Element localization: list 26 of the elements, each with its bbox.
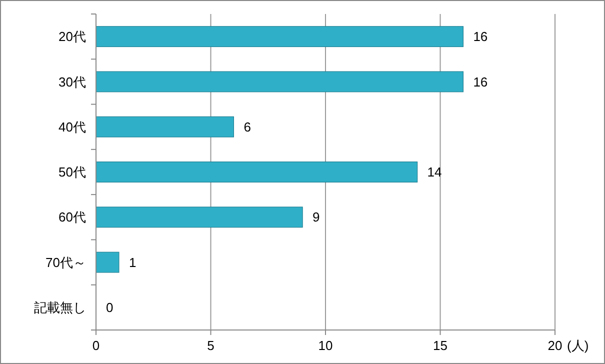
data-label: 14 — [427, 164, 442, 180]
bar — [96, 206, 303, 228]
bar — [96, 252, 120, 273]
data-label: 9 — [312, 210, 320, 225]
x-tick-label: 20 — [548, 338, 562, 353]
bar — [96, 116, 234, 138]
data-label: 16 — [473, 74, 488, 90]
x-tick-label: 10 — [318, 338, 333, 353]
y-tick-label: 60代 — [58, 210, 86, 225]
x-tick-label: 15 — [433, 338, 448, 353]
y-tick-label: 20代 — [58, 29, 86, 44]
data-label: 0 — [106, 300, 114, 315]
x-tick-label: 0 — [92, 338, 100, 353]
data-label: 1 — [128, 254, 136, 270]
x-tick-label: 5 — [207, 338, 214, 353]
data-label: 6 — [244, 119, 251, 134]
bar — [96, 71, 464, 92]
x-axis-title: (人) — [567, 338, 589, 353]
y-tick-label: 記載無し — [34, 300, 86, 315]
data-label: 16 — [473, 29, 488, 44]
bar — [96, 162, 418, 182]
y-tick-label: 30代 — [58, 74, 86, 90]
y-tick-label: 40代 — [58, 119, 86, 134]
y-tick-label: 70代～ — [46, 254, 86, 270]
y-tick-label: 50代 — [58, 164, 86, 180]
bar — [96, 26, 464, 48]
